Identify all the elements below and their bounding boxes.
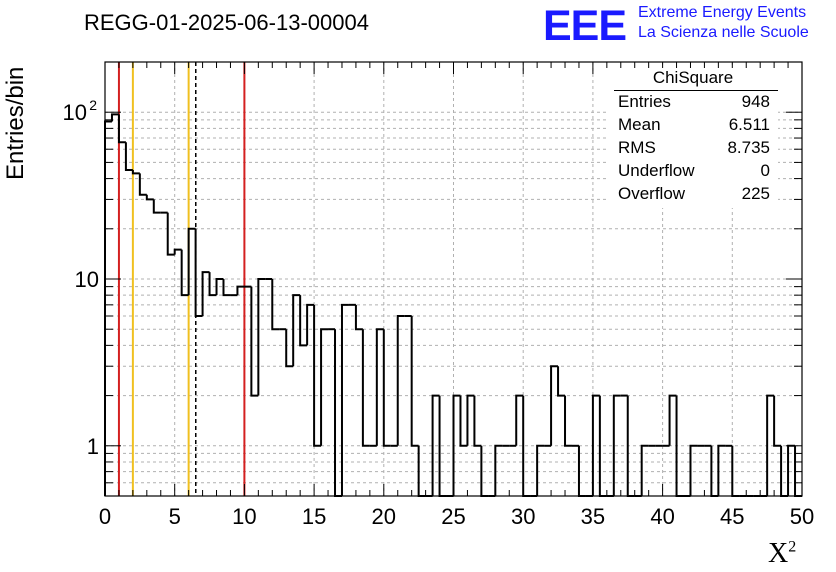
x-tick-label: 5 — [169, 504, 181, 529]
x-tick-label: 15 — [302, 504, 326, 529]
x-tick-label: 10 — [232, 504, 256, 529]
histogram-bin — [564, 395, 572, 447]
histogram-bin — [145, 194, 154, 201]
histogram-bin — [194, 228, 203, 318]
histogram-bin — [124, 142, 133, 172]
histogram-bin — [550, 365, 559, 446]
histogram-bin — [766, 394, 775, 496]
x-axis-label-base: X — [768, 538, 789, 569]
histogram-bin — [187, 227, 196, 296]
histogram-bin — [222, 279, 231, 297]
histogram-bin — [668, 394, 677, 446]
y-axis-label: Entries/bin — [2, 66, 29, 180]
stats-label: Underflow — [618, 161, 695, 180]
x-tick-label: 50 — [790, 504, 814, 529]
x-axis-label: X2 — [768, 538, 796, 570]
stats-title: ChiSquare — [652, 68, 734, 87]
histogram-bin — [292, 294, 301, 367]
y-tick-label: 10 — [75, 267, 99, 292]
x-tick-label: 40 — [650, 504, 674, 529]
y-tick-label: 10 — [63, 100, 87, 125]
histogram-bin — [773, 395, 782, 447]
y-tick-label: 1 — [87, 434, 99, 459]
stats-label: Overflow — [618, 184, 686, 203]
histogram-bin — [557, 366, 566, 397]
logo-line-2: La Scienza nelle Scuole — [638, 24, 809, 41]
histogram-bin — [334, 329, 342, 497]
histogram-bin — [215, 278, 224, 296]
histogram-bin — [375, 328, 384, 446]
stats-value: 8.735 — [727, 138, 770, 157]
histogram-bin — [117, 114, 126, 144]
histogram-bin — [382, 329, 391, 447]
stats-value: 948 — [741, 92, 770, 111]
histogram-bin — [208, 272, 217, 297]
logo-line-1: Extreme Energy Events — [638, 4, 807, 21]
histogram-bin — [320, 328, 329, 446]
x-tick-label: 25 — [441, 504, 465, 529]
x-tick-label: 20 — [372, 504, 396, 529]
histogram-bin — [257, 278, 266, 396]
x-tick-label: 30 — [511, 504, 535, 529]
stats-row-overflow: Overflow 225 — [618, 184, 770, 206]
histogram-bin — [689, 444, 698, 496]
histogram-bin — [313, 304, 322, 447]
histogram-bin — [494, 444, 503, 496]
histogram-bin — [285, 329, 294, 368]
histogram-bin — [131, 170, 140, 175]
histogram-bin — [452, 394, 461, 496]
stats-box: ChiSquare Entries 948 Mean 6.511 RMS 8.7… — [608, 68, 778, 208]
x-axis-label-superscript: 2 — [788, 538, 797, 556]
histogram-bin — [173, 248, 182, 255]
histogram-bin — [306, 303, 315, 346]
histogram-bin — [473, 395, 482, 447]
y-tick-label-exponent: 2 — [89, 97, 97, 113]
x-tick-label: 45 — [720, 504, 744, 529]
histogram-bin — [354, 304, 363, 331]
stats-row-entries: Entries 948 — [618, 92, 770, 114]
stats-value: 225 — [741, 184, 770, 203]
histogram-bin — [717, 444, 726, 496]
histogram-bin — [431, 394, 440, 496]
histogram-bin — [536, 444, 545, 496]
histogram-bin — [138, 173, 147, 196]
stats-label: Mean — [618, 115, 661, 134]
histogram-bin — [236, 285, 245, 296]
histogram-bin — [459, 395, 468, 447]
stats-divider — [614, 90, 778, 91]
histogram-bin — [361, 329, 370, 447]
x-tick-label: 35 — [581, 504, 605, 529]
histogram-bin — [250, 286, 259, 397]
histogram-bin — [299, 295, 308, 347]
histogram-bin — [180, 249, 189, 297]
x-tick-label: 0 — [99, 504, 111, 529]
histogram-bin — [515, 394, 524, 446]
histogram-bin — [152, 199, 161, 214]
histogram-bin — [591, 394, 600, 496]
histogram-bin — [396, 315, 405, 446]
stats-value: 6.511 — [728, 115, 770, 134]
histogram-bin — [640, 444, 649, 496]
histogram-bin — [110, 113, 119, 122]
histogram-bin — [466, 394, 475, 446]
stats-row-underflow: Underflow 0 — [618, 161, 770, 183]
stats-value: 0 — [760, 161, 770, 180]
histogram-bin — [410, 316, 419, 447]
stats-row-mean: Mean 6.511 — [618, 115, 770, 137]
eee-logo: EEE — [543, 2, 627, 50]
chart-title: REGG-01-2025-06-13-00004 — [84, 10, 369, 35]
histogram-bin — [340, 303, 349, 496]
histogram-bin — [166, 212, 175, 256]
histogram-bin — [271, 279, 280, 331]
axis-ticks — [104, 61, 803, 497]
histogram-bin — [612, 394, 621, 496]
stats-label: Entries — [618, 92, 671, 111]
histogram-bin — [104, 120, 112, 496]
stats-label: RMS — [618, 138, 656, 157]
stats-row-rms: RMS 8.735 — [618, 138, 770, 160]
histogram-bin — [201, 271, 210, 317]
